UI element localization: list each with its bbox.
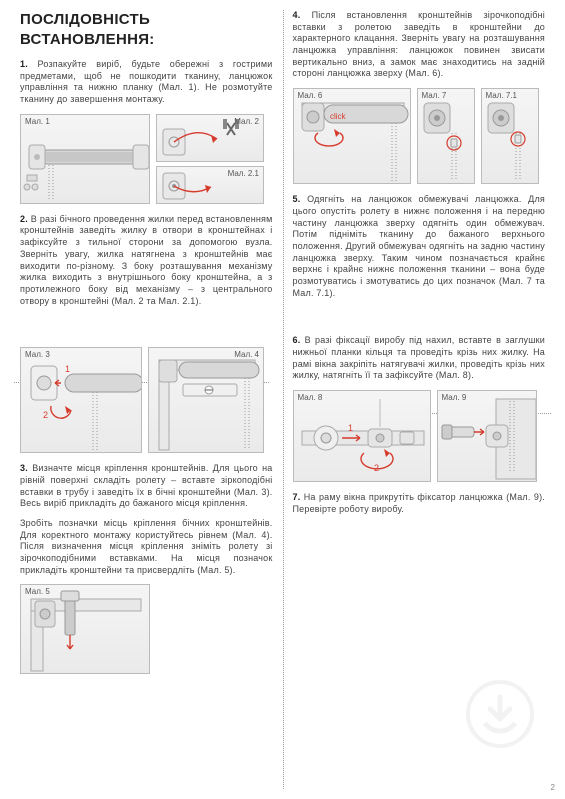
step-6-body: В разі фіксації виробу під нахил, вставт… [293,335,546,380]
fig-7: Мал. 7 [417,88,475,184]
watermark-icon [465,679,535,749]
fig-3-svg: 2 1 [21,348,142,453]
fig-5-label: Мал. 5 [25,587,50,597]
fig-6-label: Мал. 6 [298,91,323,101]
vertical-divider [283,10,284,789]
fig-8-svg: 1 2 [294,391,431,482]
fig-row-3: Мал. 5 [20,584,273,674]
fig-7-1-label: Мал. 7.1 [486,91,517,101]
fig-row-1: Мал. 1 Мал. 2 [20,114,273,204]
fig-4: Мал. 4 [148,347,264,453]
fig-2-1: Мал. 2.1 [156,166,264,204]
annot-1b: 1 [348,423,353,433]
fig-7-1: Мал. 7.1 [481,88,539,184]
step-5-text: 5. Одягніть на ланцюжок обмежувачі ланцю… [293,194,546,299]
step-3a-body: Визначте місця кріплення кронштейнів. Дл… [20,463,273,508]
step-7-text: 7. На раму вікна прикрутіть фіксатор лан… [293,492,546,515]
spacer [20,315,273,341]
fig-7-1-svg [482,89,539,184]
fig-9-label: Мал. 9 [442,393,467,403]
fig-row-4: Мал. 6 click Мал. 7 [293,88,546,184]
fig-row-5: Мал. 8 1 2 Мал. 9 [293,390,546,482]
step-7-body: На раму вікна прикрутіть фіксатор ланцюж… [293,492,546,514]
step-2-text: 2. В разі бічного проведення жилки перед… [20,214,273,308]
step-4-body: Після встановлення кронштейнів зірочкопо… [293,10,546,78]
fig-3-label: Мал. 3 [25,350,50,360]
page-title: Послідовність встановлення: [20,10,273,49]
fig-8-label: Мал. 8 [298,393,323,403]
fig-6: Мал. 6 click [293,88,411,184]
fig-9-svg [438,391,537,482]
step-3b-text: Зробіть позначки місць кріплення бічних … [20,518,273,576]
fig-1-label: Мал. 1 [25,117,50,127]
step-5-body: Одягніть на ланцюжок обмежувачі ланцюжка… [293,194,546,298]
fig-5-svg [21,585,150,674]
step-3a-text: 3. Визначте місця кріплення кронштейнів.… [20,463,273,510]
fig-4-label: Мал. 4 [234,350,259,360]
fig-9: Мал. 9 [437,390,537,482]
fig-2: Мал. 2 [156,114,264,162]
fig-4-svg [149,348,264,453]
step-1-text: 1. Розпакуйте виріб, будьте обережні з г… [20,59,273,106]
page-number: 2 [551,783,555,793]
step-1-body: Розпакуйте виріб, будьте обережні з гост… [20,59,273,104]
fig-2-label: Мал. 2 [234,117,259,127]
fig-7-label: Мал. 7 [422,91,447,101]
fig-5: Мал. 5 [20,584,150,674]
annot-2b: 2 [374,463,379,473]
instruction-page: Послідовність встановлення: 1. Розпакуйт… [0,0,565,799]
fig-6-svg: click [294,89,411,184]
annot-2: 2 [43,410,48,420]
step-4-text: 4. Після встановлення кронштейнів зірочк… [293,10,546,80]
step-6-text: 6. В разі фіксації виробу під нахил, вст… [293,335,546,382]
step-2-body: В разі бічного проведення жилки перед вс… [20,214,273,306]
fig-row-2: Мал. 3 2 1 Мал. 4 [20,347,273,453]
fig-7-svg [418,89,475,184]
annot-1: 1 [65,364,70,374]
click-annot: click [330,112,347,121]
spacer [293,307,546,335]
fig-2-group: Мал. 2 Мал. 2.1 [156,114,264,204]
right-column: 4. Після встановлення кронштейнів зірочк… [283,10,552,789]
fig-8: Мал. 8 1 2 [293,390,431,482]
fig-2-1-label: Мал. 2.1 [228,169,259,179]
fig-1: Мал. 1 [20,114,150,204]
left-column: Послідовність встановлення: 1. Розпакуйт… [14,10,283,789]
fig-3: Мал. 3 2 1 [20,347,142,453]
fig-1-svg [21,115,150,204]
